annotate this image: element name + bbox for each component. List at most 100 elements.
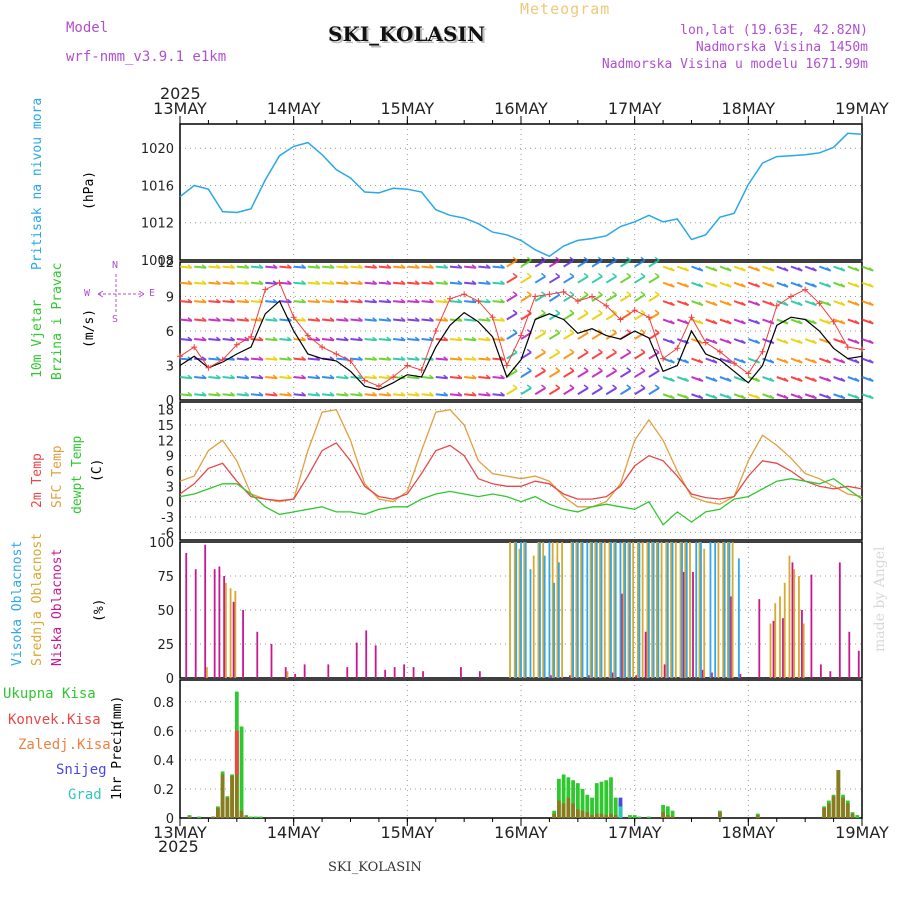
legend-hail: Grad xyxy=(68,787,102,803)
wind-barb xyxy=(619,275,632,284)
cloud-bar xyxy=(695,542,698,678)
wind-barb-head xyxy=(555,329,561,334)
wind-barb-head xyxy=(500,336,505,341)
wind-barb xyxy=(194,281,207,285)
wind-barb-head xyxy=(471,374,477,379)
wind-barb-head xyxy=(443,298,449,303)
cloud-bar xyxy=(671,542,674,678)
legend-frz-rain: Zaledj.Kisa xyxy=(18,737,111,753)
cloud-bar xyxy=(652,542,655,678)
wind-barb xyxy=(648,369,660,378)
wind-barb-head xyxy=(187,280,193,285)
wind-barb-head xyxy=(797,320,803,325)
cloud-bar xyxy=(714,542,717,678)
cloud-bar xyxy=(608,542,611,678)
wind-barb xyxy=(336,393,349,397)
wind-barb xyxy=(634,387,646,396)
wind-barb xyxy=(577,351,589,360)
wind-barb-head xyxy=(555,309,561,314)
wind-barb xyxy=(194,318,207,322)
cloud-bar xyxy=(731,542,734,678)
wind-barb-head xyxy=(540,367,546,372)
wind-barb-head xyxy=(868,377,874,382)
wind-gust-marker xyxy=(191,344,198,351)
wind-barb xyxy=(179,393,193,397)
wind-barb-head xyxy=(357,317,363,322)
wind-barb-head xyxy=(640,329,646,334)
wind-barb xyxy=(492,318,505,322)
wind-barb xyxy=(378,318,391,322)
precip-bar xyxy=(220,774,225,818)
year-label-bottom: 2025 xyxy=(158,837,199,856)
cloud-bar xyxy=(557,562,560,678)
wind-barb xyxy=(336,338,349,342)
wind-barb xyxy=(293,376,306,380)
cloud-bar xyxy=(665,542,668,678)
compass-e: E xyxy=(149,288,156,299)
wind-gust-marker xyxy=(574,298,581,305)
wind-barb-head xyxy=(569,367,575,372)
wind-barb xyxy=(563,259,575,268)
wind-barb-head xyxy=(854,359,860,364)
wind-barb-field xyxy=(179,256,874,400)
wind-barb-head xyxy=(215,391,221,397)
precip-bar xyxy=(609,777,613,818)
wind-barb-head xyxy=(400,280,406,285)
wind-barb xyxy=(577,331,589,340)
cloud-bar xyxy=(523,542,526,678)
precip-bar xyxy=(613,815,618,818)
wind-barb-head xyxy=(868,394,874,399)
wind-barb xyxy=(648,293,660,302)
wind-barb-head xyxy=(840,267,846,272)
precip-bar xyxy=(571,780,575,818)
wind-barb-head xyxy=(854,267,860,272)
wind-gust-marker xyxy=(773,302,780,309)
wind-barb-head xyxy=(471,336,477,341)
cloud-bar xyxy=(286,671,289,678)
wind-barb xyxy=(492,376,505,380)
wind-barb-head xyxy=(230,264,236,269)
wind-barb-head xyxy=(201,317,207,322)
temperature-ytick-label: 6 xyxy=(166,465,174,480)
cloud-bar xyxy=(542,542,545,678)
wind-barb xyxy=(378,300,391,304)
wind-barb-head xyxy=(612,367,617,372)
wind-barb-head xyxy=(826,301,832,306)
temperature-ytick-label: -3 xyxy=(161,511,174,526)
wind-barb-head xyxy=(698,301,704,306)
wind-barb-head xyxy=(429,374,434,379)
cloud-bar xyxy=(194,569,197,678)
wind-barb-head xyxy=(315,264,321,269)
temperature-ytick-label: 12 xyxy=(157,434,174,449)
wind-barb-head xyxy=(286,391,292,397)
wind-barb-head xyxy=(343,374,349,379)
wind-barb-head xyxy=(583,272,589,278)
wind-barb-head xyxy=(740,359,746,364)
cloud-bar xyxy=(242,610,244,678)
wind-barb xyxy=(520,293,532,302)
wind-barb xyxy=(548,369,561,378)
wind-barb-head xyxy=(868,339,874,344)
wind-barb-head xyxy=(215,317,221,322)
cloud-bar xyxy=(581,542,584,678)
bottom-date-label: 18MAY xyxy=(722,823,776,842)
wind-barb xyxy=(634,275,646,284)
wind-barb-head xyxy=(329,374,335,379)
wind-barb-head xyxy=(230,298,236,303)
wind-barb-head xyxy=(386,298,392,303)
wind-barb-head xyxy=(457,374,463,379)
wind-barb xyxy=(548,259,561,268)
wind-gust-marker xyxy=(617,316,624,323)
precip-bar xyxy=(594,783,599,818)
wind-barb-head xyxy=(301,298,307,303)
precip-bar xyxy=(665,815,670,818)
cloud-bar xyxy=(218,566,221,678)
wind-barb-head xyxy=(684,377,690,382)
cloud-bar xyxy=(632,542,635,678)
wind-ytick-label: 12 xyxy=(157,256,174,271)
cloud-bar xyxy=(717,542,720,678)
cloud-bar xyxy=(568,675,571,678)
cloud-bar xyxy=(722,542,725,678)
wind-barb-head xyxy=(386,317,392,322)
cloud-bar xyxy=(543,555,546,678)
